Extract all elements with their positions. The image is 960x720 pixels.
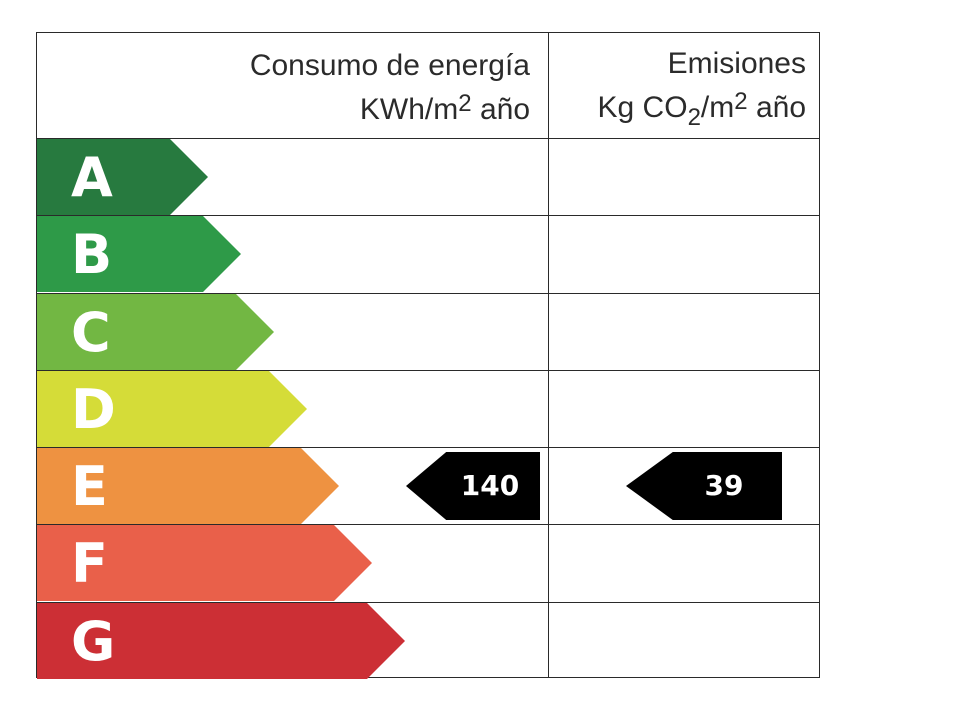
emissions-value-indicator: 39 <box>626 452 782 520</box>
rating-bar-b: B <box>37 216 241 292</box>
column-divider <box>548 33 549 677</box>
row-divider <box>37 370 819 371</box>
energy-title: Consumo de energía <box>249 49 530 82</box>
rating-bar-f: F <box>37 525 372 601</box>
rating-letter: D <box>71 378 116 441</box>
row-divider <box>37 447 819 448</box>
row-divider <box>37 293 819 294</box>
row-divider <box>37 215 819 216</box>
energy-unit: KWh/m2 año <box>359 90 530 126</box>
emissions-unit: Kg CO2/m2 año <box>597 88 806 131</box>
emissions-value: 39 <box>704 469 744 502</box>
rating-bar-c: C <box>37 294 274 370</box>
rating-letter: A <box>71 146 113 209</box>
energy-label-table: Consumo de energía KWh/m2 año Emisiones … <box>36 32 820 679</box>
rating-bar-a: A <box>37 139 208 215</box>
rating-letter: B <box>71 223 113 286</box>
rating-bar-d: D <box>37 371 307 447</box>
rating-bar-g: G <box>37 603 405 679</box>
row-divider <box>37 138 819 139</box>
energy-consumption-header: Consumo de energía KWh/m2 año <box>37 33 530 138</box>
rating-letter: E <box>71 455 108 518</box>
row-divider <box>37 602 819 603</box>
rating-letter: C <box>71 301 111 364</box>
emissions-title: Emisiones <box>667 47 806 80</box>
energy-value: 140 <box>460 469 520 502</box>
row-divider <box>37 524 819 525</box>
rating-bar-e: E <box>37 448 339 524</box>
rating-letter: F <box>71 532 108 595</box>
emissions-header: Emisiones Kg CO2/m2 año <box>549 33 806 138</box>
energy-value-indicator: 140 <box>406 452 540 520</box>
rating-letter: G <box>71 610 116 673</box>
